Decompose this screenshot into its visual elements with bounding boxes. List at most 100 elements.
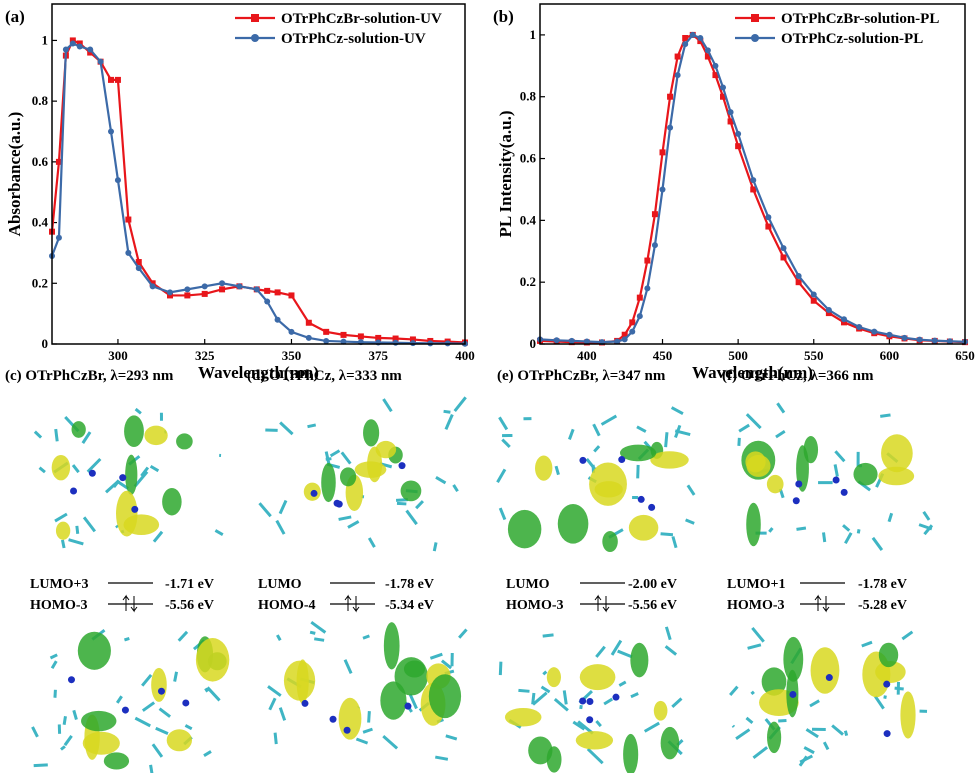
legend-label: OTrPhCzBr-solution-PL (781, 11, 939, 27)
marker (720, 84, 726, 90)
orbital-lobe (176, 433, 193, 449)
orbital-lobe (125, 455, 137, 495)
bond (666, 646, 677, 654)
marker (644, 258, 650, 264)
legend-marker (251, 14, 259, 22)
bond (895, 688, 904, 689)
bond (810, 701, 819, 706)
atom-n (158, 688, 165, 695)
bond (356, 739, 367, 743)
level-energy: -1.71 eV (165, 577, 214, 592)
bond (151, 466, 159, 471)
bond (280, 423, 292, 435)
bond (34, 765, 48, 766)
marker (288, 292, 294, 298)
marker (288, 329, 294, 335)
marker (637, 295, 643, 301)
level-name: LUMO+3 (30, 577, 89, 592)
series-line (52, 40, 465, 342)
bond (843, 525, 849, 530)
orbital-lobe (380, 681, 406, 719)
marker (393, 340, 399, 346)
orbital-lobe (83, 732, 120, 755)
orbital-lobe (429, 674, 461, 718)
bond (275, 733, 276, 744)
bond (733, 726, 734, 727)
marker (125, 217, 131, 223)
bond (769, 528, 772, 532)
bond (454, 485, 458, 491)
orbital-lobe (81, 711, 116, 731)
plot-frame (540, 4, 965, 344)
marker (108, 129, 114, 135)
marker (637, 313, 643, 319)
marker (70, 40, 76, 46)
bond (862, 642, 872, 646)
bond (160, 709, 171, 717)
bond (518, 690, 529, 691)
level-energy: -5.56 eV (628, 598, 677, 613)
bond (56, 429, 57, 441)
atom-n (579, 457, 586, 464)
orbital-lobe (72, 421, 86, 438)
bond (153, 744, 162, 757)
marker (306, 335, 312, 341)
bond (564, 690, 566, 704)
bond (748, 645, 761, 648)
x-tick-label: 450 (653, 348, 673, 363)
bond (363, 729, 372, 732)
atom-n (70, 488, 77, 495)
legend-label: OTrPhCz-solution-UV (281, 31, 426, 47)
marker (728, 109, 734, 115)
panel-title: (d) OTrPhCz, λ=333 nm (247, 368, 402, 384)
bond (823, 532, 824, 542)
bond (499, 417, 506, 429)
orbital-lobe (811, 647, 840, 694)
atom-n (586, 716, 593, 723)
marker (219, 280, 225, 286)
x-tick-label: 325 (195, 348, 215, 363)
bond (40, 468, 45, 472)
marker (796, 273, 802, 279)
marker (871, 329, 877, 335)
marker (675, 72, 681, 78)
bond (751, 692, 754, 694)
x-tick-label: 300 (108, 348, 128, 363)
bond (407, 511, 417, 525)
marker (125, 250, 131, 256)
orbital-lobe (767, 475, 784, 493)
marker (841, 316, 847, 322)
atom-n (330, 716, 337, 723)
level-energy: -1.78 eV (858, 577, 907, 592)
bond (752, 628, 763, 642)
bond (35, 432, 41, 438)
orbital-lobe (167, 729, 192, 751)
bond (326, 459, 332, 460)
bond (666, 627, 670, 640)
panel-title: (f) OTrPhCz, λ=366 nm (722, 368, 874, 384)
marker (902, 335, 908, 341)
atom-n (579, 697, 586, 704)
bond (556, 466, 558, 475)
marker (735, 143, 741, 149)
bond (672, 699, 681, 707)
marker (323, 338, 329, 344)
y-tick-label: 0 (530, 336, 537, 351)
bond (500, 662, 501, 675)
orbital-lobe (162, 488, 182, 516)
bond (444, 411, 451, 412)
marker (667, 94, 673, 100)
bond (314, 639, 324, 641)
marker (811, 298, 817, 304)
marker (712, 63, 718, 69)
level-energy: -5.34 eV (385, 598, 434, 613)
marker (690, 32, 696, 38)
marker (886, 332, 892, 338)
atom-n (119, 474, 126, 481)
marker (697, 35, 703, 41)
atom-n (131, 506, 138, 513)
panel-title: (c) OTrPhCzBr, λ=293 nm (5, 368, 174, 384)
marker (644, 285, 650, 291)
atom-n (793, 497, 800, 504)
marker (554, 337, 560, 343)
